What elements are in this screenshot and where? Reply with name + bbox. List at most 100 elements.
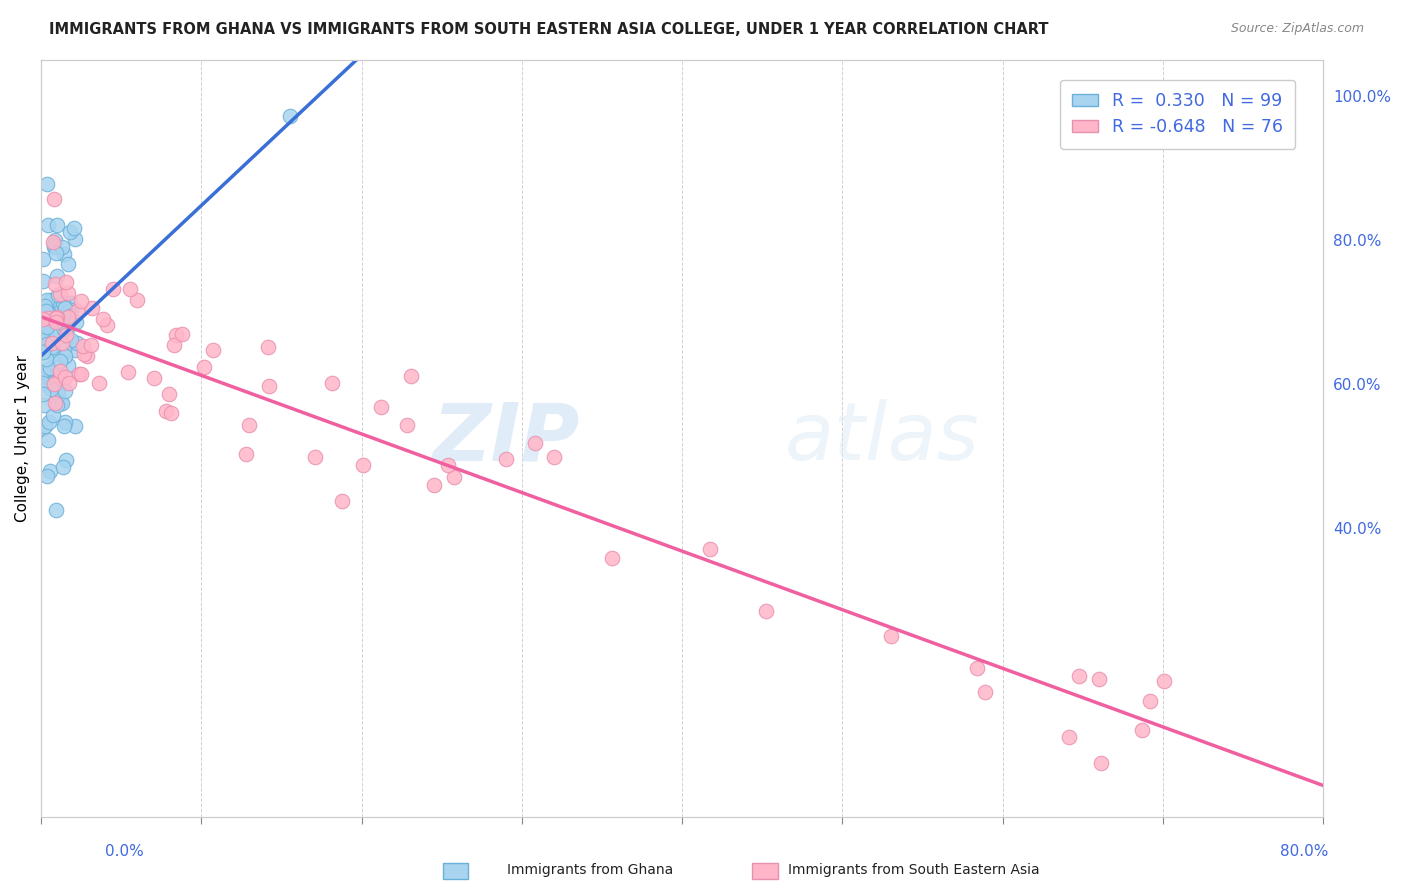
Point [257, 340, 280, 354]
Point [31, 311, 53, 326]
Point [35, 318, 58, 332]
Point [51, 240, 73, 254]
Point [166, 328, 188, 343]
Point [37, 319, 59, 334]
Point [96, 318, 118, 333]
Point [89, 376, 111, 391]
Point [31, 421, 53, 435]
Point [58, 320, 80, 334]
FancyBboxPatch shape [752, 863, 778, 879]
Point [143, 371, 166, 385]
Point [46, 310, 69, 324]
Point [53, 384, 76, 399]
Text: 80.0%: 80.0% [1281, 845, 1329, 859]
Text: IMMIGRANTS FROM GHANA VS IMMIGRANTS FROM SOUTH EASTERN ASIA COLLEGE, UNDER 1 YEA: IMMIGRANTS FROM GHANA VS IMMIGRANTS FROM… [49, 22, 1049, 37]
Point [41, 293, 63, 307]
Point [53, 343, 76, 357]
Point [49, 364, 72, 378]
Point [59, 225, 82, 239]
Point [330, 493, 353, 508]
Point [72, 339, 94, 353]
Point [55, 320, 77, 334]
Point [257, 379, 280, 393]
Point [65, 315, 87, 329]
Point [53, 418, 76, 433]
Point [321, 376, 343, 390]
Point [155, 404, 177, 418]
Text: 0.0%: 0.0% [105, 845, 145, 859]
Point [38, 464, 60, 478]
Point [51, 335, 73, 350]
Point [44, 233, 66, 247]
Point [41, 340, 63, 354]
Point [65, 232, 87, 246]
Point [76, 349, 98, 363]
Point [59, 296, 82, 310]
Point [82, 301, 104, 315]
Point [52, 296, 75, 310]
Point [235, 447, 257, 461]
Point [32, 376, 55, 390]
Point [1139, 693, 1161, 707]
Point [41, 310, 63, 324]
Point [44, 238, 66, 252]
Point [39, 360, 62, 375]
Point [117, 365, 139, 379]
Point [42, 341, 65, 355]
Point [52, 319, 75, 334]
Point [49, 298, 72, 312]
Point [38, 301, 60, 316]
Point [53, 415, 76, 429]
Point [42, 193, 65, 207]
Point [170, 327, 193, 342]
Point [49, 287, 72, 301]
Point [443, 469, 465, 483]
Point [45, 502, 67, 516]
Point [37, 434, 59, 448]
Point [48, 368, 70, 382]
Point [32, 398, 55, 412]
Point [31, 315, 53, 329]
Point [70, 367, 93, 381]
Point [32, 252, 55, 266]
Point [31, 373, 53, 387]
Point [278, 109, 301, 123]
Point [1067, 668, 1090, 682]
Point [1153, 673, 1175, 688]
Point [31, 345, 53, 359]
Point [63, 221, 86, 235]
Point [49, 396, 72, 410]
Point [63, 343, 86, 357]
Point [37, 334, 59, 348]
Point [46, 382, 69, 396]
Point [55, 453, 77, 467]
Point [35, 326, 58, 341]
Point [42, 376, 65, 391]
Point [304, 450, 326, 464]
Point [543, 450, 565, 465]
Point [1090, 756, 1112, 770]
Point [45, 268, 67, 283]
Point [238, 417, 260, 432]
Point [58, 257, 80, 271]
Point [32, 314, 55, 328]
Point [52, 350, 75, 364]
Point [53, 350, 76, 364]
Point [163, 338, 186, 352]
Point [41, 366, 63, 380]
Point [37, 178, 59, 192]
Point [32, 274, 55, 288]
Point [58, 285, 80, 300]
Point [55, 275, 77, 289]
Point [63, 418, 86, 433]
Point [59, 334, 82, 348]
Point [34, 340, 56, 354]
Point [55, 328, 77, 343]
Point [52, 460, 75, 475]
Point [51, 310, 73, 324]
Point [37, 293, 59, 308]
Point [41, 408, 63, 422]
Point [53, 370, 76, 384]
Point [45, 327, 67, 342]
Point [51, 396, 73, 410]
